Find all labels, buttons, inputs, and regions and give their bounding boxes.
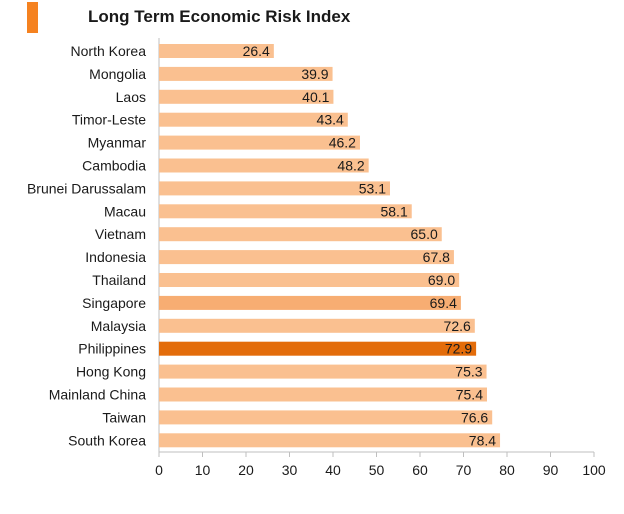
category-label: South Korea — [68, 432, 146, 448]
category-label: Singapore — [82, 295, 146, 311]
x-tick-label: 70 — [456, 462, 472, 478]
chart-title: Long Term Economic Risk Index — [88, 7, 351, 26]
x-tick-label: 100 — [582, 462, 606, 478]
x-tick-label: 50 — [369, 462, 385, 478]
bar — [159, 250, 454, 265]
data-label: 40.1 — [302, 89, 329, 105]
category-label: Vietnam — [95, 226, 146, 242]
data-label: 72.9 — [445, 341, 472, 357]
data-label: 65.0 — [411, 226, 438, 242]
bar — [159, 227, 442, 242]
data-label: 75.4 — [456, 387, 483, 403]
x-tick-label: 40 — [325, 462, 341, 478]
data-label: 67.8 — [423, 249, 450, 265]
data-label: 58.1 — [380, 203, 407, 219]
x-tick-label: 20 — [238, 462, 254, 478]
category-label: Brunei Darussalam — [27, 180, 146, 196]
data-label: 53.1 — [359, 180, 386, 196]
x-tick-label: 90 — [543, 462, 559, 478]
data-label: 78.4 — [469, 432, 496, 448]
bar — [159, 89, 334, 104]
x-tick-label: 0 — [155, 462, 163, 478]
category-label: Indonesia — [85, 249, 146, 265]
x-tick-label: 30 — [282, 462, 298, 478]
category-label: Taiwan — [102, 409, 146, 425]
data-label: 46.2 — [329, 135, 356, 151]
data-label: 76.6 — [461, 409, 488, 425]
category-label: Thailand — [92, 272, 146, 288]
category-label: Laos — [116, 89, 146, 105]
bar — [159, 341, 477, 356]
data-label: 75.3 — [455, 364, 482, 380]
bar — [159, 66, 333, 81]
data-label: 69.0 — [428, 272, 455, 288]
category-label: Cambodia — [82, 158, 146, 174]
bar — [159, 181, 390, 196]
bar — [159, 135, 360, 150]
x-tick-label: 80 — [499, 462, 515, 478]
bar — [159, 387, 487, 402]
bar — [159, 158, 369, 173]
bar — [159, 44, 274, 58]
category-label: Malaysia — [91, 318, 146, 334]
data-label: 48.2 — [337, 158, 364, 174]
category-label: North Korea — [71, 43, 147, 59]
data-label: 26.4 — [243, 43, 270, 59]
title-marker — [27, 2, 38, 33]
bar — [159, 318, 475, 333]
data-label: 43.4 — [317, 112, 344, 128]
bar — [159, 273, 460, 287]
category-label: Mongolia — [89, 66, 146, 82]
category-label: Hong Kong — [76, 364, 146, 380]
bar — [159, 410, 493, 425]
data-label: 69.4 — [430, 295, 457, 311]
bar — [159, 204, 412, 219]
category-label: Macau — [104, 203, 146, 219]
x-tick-label: 60 — [412, 462, 428, 478]
category-label: Myanmar — [88, 135, 147, 151]
category-label: Philippines — [78, 341, 146, 357]
data-label: 39.9 — [301, 66, 328, 82]
data-label: 72.6 — [444, 318, 471, 334]
bar — [159, 112, 348, 127]
category-label: Mainland China — [49, 387, 146, 403]
x-tick-label: 10 — [195, 462, 211, 478]
bar — [159, 433, 501, 448]
bar — [159, 295, 461, 310]
bar — [159, 364, 487, 379]
category-label: Timor-Leste — [72, 112, 146, 128]
